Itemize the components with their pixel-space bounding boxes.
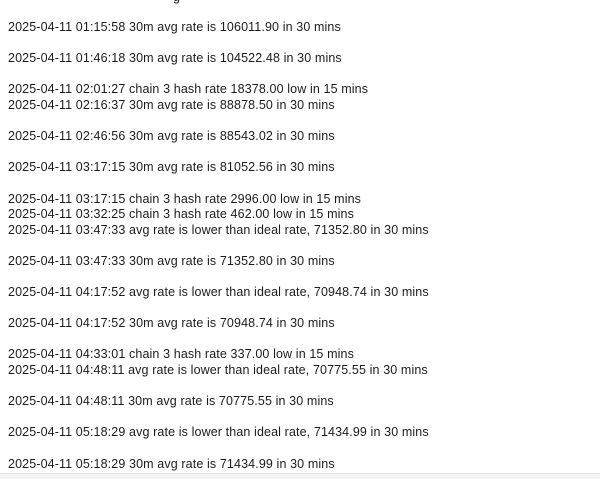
log-line: 2025-04-11 04:48:11 avg rate is lower th… <box>8 363 428 378</box>
log-line: 2025-04-11 02:01:27 chain 3 hash rate 18… <box>8 82 369 97</box>
log-line: 2025-04-11 04:17:52 avg rate is lower th… <box>8 285 429 300</box>
window-bottom-edge <box>0 473 600 479</box>
log-line: 2025-04-11 03:47:33 avg rate is lower th… <box>8 222 429 237</box>
log-line: 2025-04-11 01:15:58 30m avg rate is 1060… <box>8 20 341 34</box>
log-line: 2025-04-11 04:17:52 30m avg rate is 7094… <box>8 316 335 331</box>
log-line: 2025-04-11 03:17:15 chain 3 hash rate 29… <box>8 191 362 206</box>
log-line: 2025-04-11 04:48:11 30m avg rate is 7077… <box>8 394 334 409</box>
log-line: 2025-04-11 05:18:29 30m avg rate is 7143… <box>8 456 335 471</box>
log-line: 2025-04-11 04:33:01 chain 3 hash rate 33… <box>8 347 354 362</box>
log-line: 2025-04-11 02:16:37 30m avg rate is 8887… <box>8 97 335 112</box>
log-line: 2025-04-11 03:32:25 chain 3 hash rate 46… <box>8 207 354 222</box>
log-line: 2025-04-11 02:46:56 30m avg rate is 8854… <box>8 129 335 144</box>
log-line: 2025-04-11 03:17:15 30m avg rate is 8105… <box>8 160 335 175</box>
clipped-log-line-fragment: g <box>173 0 180 5</box>
log-line: 2025-04-11 01:46:18 30m avg rate is 1045… <box>8 51 342 66</box>
log-lines: 2025-04-11 01:15:58 30m avg rate is 1060… <box>8 20 600 472</box>
log-line: 2025-04-11 05:18:29 avg rate is lower th… <box>8 425 429 440</box>
log-line: 2025-04-11 03:47:33 30m avg rate is 7135… <box>8 253 335 268</box>
